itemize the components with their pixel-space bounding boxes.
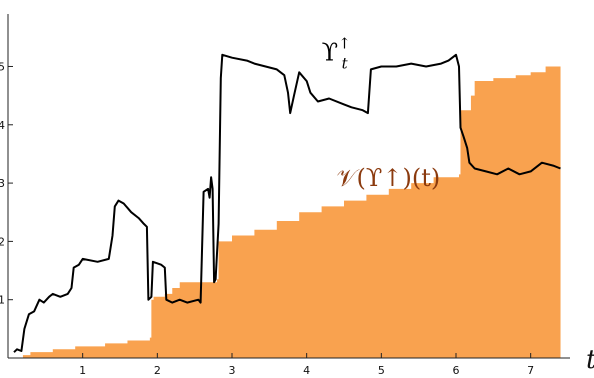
x-tick-label: 7 (527, 364, 534, 377)
y-tick-label: 1 (0, 294, 5, 307)
y-tick-label: 5 (0, 60, 5, 73)
x-tick-label: 5 (378, 364, 385, 377)
x-tick-label: 6 (453, 364, 460, 377)
line-layer (13, 53, 561, 353)
x-tick-label: 2 (154, 364, 161, 377)
annotation-label-0: ϒ↑ t (322, 35, 351, 73)
ticks: 1 2 3 4 5 6 7 1 2 3 4 5 (0, 60, 534, 377)
annotation-label-1: 𝒱(ϒ↑)(t) (337, 164, 441, 192)
x-tick-label: 4 (303, 364, 310, 377)
area-series-0 (22, 66, 561, 358)
y-tick-label: 4 (0, 119, 5, 132)
y-tick-label: 3 (0, 177, 5, 190)
x-tick-label: 3 (229, 364, 236, 377)
annotations: ϒ↑ t 𝒱(ϒ↑)(t) (322, 35, 441, 192)
area-layer (22, 66, 561, 358)
x-axis-label: t (586, 345, 594, 375)
x-tick-label: 1 (79, 364, 86, 377)
line-series-1 (13, 53, 561, 353)
y-tick-label: 2 (0, 235, 5, 248)
axes (7, 14, 570, 359)
